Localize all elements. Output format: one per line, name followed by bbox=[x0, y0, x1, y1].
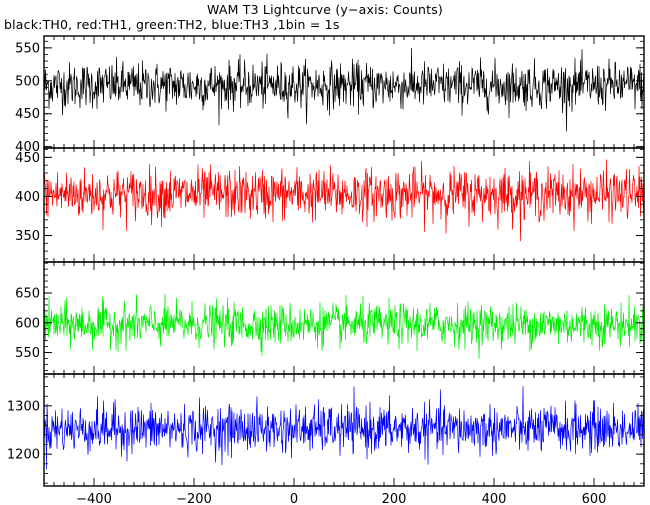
y-tick-label: 500 bbox=[15, 74, 40, 89]
y-tick-label: 1200 bbox=[7, 448, 40, 463]
series-line-th0 bbox=[44, 47, 644, 132]
panel-th0: 400 450 500 550 bbox=[15, 35, 645, 155]
series-line-th2 bbox=[44, 293, 644, 359]
y-tick-label: 650 bbox=[15, 286, 40, 301]
x-tick-label: 600 bbox=[582, 492, 607, 505]
y-tick-label: 450 bbox=[15, 107, 40, 122]
y-tick-label: 1300 bbox=[7, 399, 40, 414]
chart-subtitle: black:TH0, red:TH1, green:TH2, blue:TH3 … bbox=[4, 17, 340, 32]
y-tick-label: 400 bbox=[15, 140, 40, 155]
y-tick-label: 400 bbox=[15, 190, 40, 205]
chart-title: WAM T3 Lightcurve (y−axis: Counts) bbox=[206, 2, 444, 17]
panel-th1: 350 400 450 bbox=[15, 147, 645, 263]
x-tick-label: 0 bbox=[290, 492, 298, 505]
y-tick-label: 450 bbox=[15, 151, 40, 166]
x-tick-label: 400 bbox=[482, 492, 507, 505]
y-tick-label: 600 bbox=[15, 316, 40, 331]
panel-th2: 550 600 650 bbox=[15, 261, 645, 375]
panel-frame bbox=[43, 147, 645, 263]
x-tick-label: −400 bbox=[76, 492, 112, 505]
y-tick-label: 550 bbox=[15, 346, 40, 361]
y-tick-label: 350 bbox=[15, 229, 40, 244]
y-tick-label: 550 bbox=[15, 41, 40, 56]
series-line-th1 bbox=[44, 159, 644, 242]
x-tick-label: 200 bbox=[382, 492, 407, 505]
series-line-th3 bbox=[44, 386, 644, 470]
x-tick-label: −200 bbox=[176, 492, 212, 505]
x-axis: −400 −200 0 200 400 600 bbox=[76, 492, 606, 505]
panel-th3: 1200 1300 bbox=[7, 373, 645, 487]
